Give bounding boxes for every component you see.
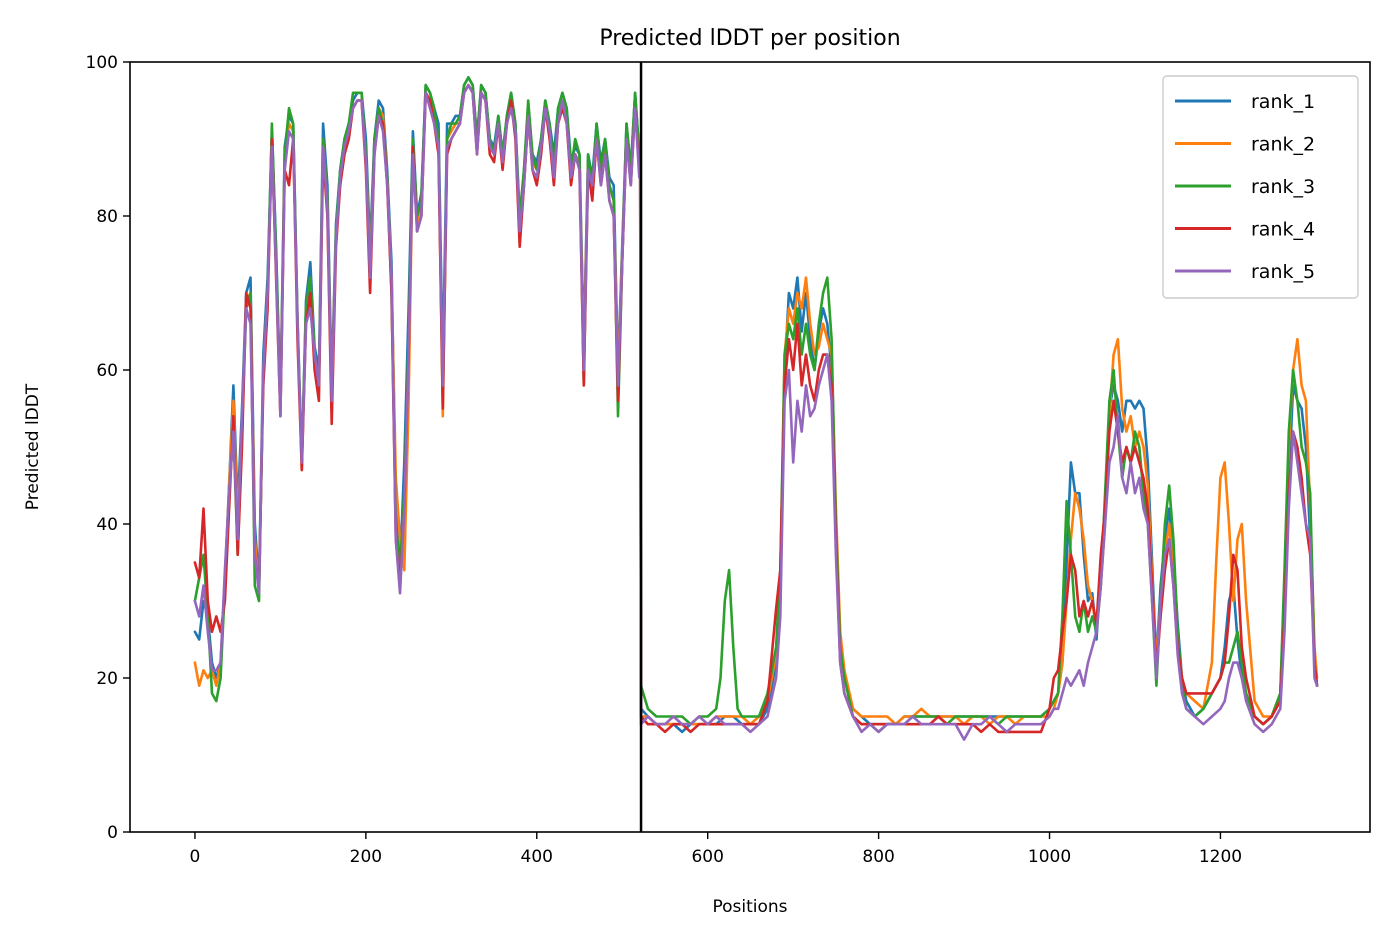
x-tick-label: 1200 [1199,847,1242,867]
x-axis-label: Positions [712,897,787,917]
x-tick-label: 200 [350,847,382,867]
x-tick-label: 400 [521,847,553,867]
chart-title: Predicted lDDT per position [599,26,900,51]
series-layer [193,76,1319,741]
x-tick-label: 600 [691,847,723,867]
y-axis-label: Predicted lDDT [23,383,43,510]
y-tick-label: 20 [96,669,118,689]
axes-layer: 0 200 400 600 800 1000 1200 0 20 40 60 80 100 [86,53,1243,867]
plot-frame [129,61,1371,833]
legend-label-rank_2: rank_2 [1251,134,1315,156]
y-tick-label: 40 [96,515,118,535]
y-tick-label: 80 [96,207,118,227]
x-tick-label: 800 [862,847,894,867]
series-line-rank_5 [193,83,1319,741]
legend: rank_1 rank_2 rank_3 rank_4 rank_5 [1162,75,1359,299]
legend-label-rank_4: rank_4 [1251,219,1315,241]
legend-label-rank_1: rank_1 [1251,91,1315,113]
y-tick-label: 60 [96,361,118,381]
y-tick-label: 0 [107,823,118,843]
legend-label-rank_5: rank_5 [1251,261,1315,283]
x-tick-label: 0 [190,847,201,867]
y-tick-label: 100 [86,53,118,73]
x-tick-label: 1000 [1028,847,1071,867]
legend-label-rank_3: rank_3 [1251,176,1315,198]
series-line-rank_4 [193,83,1319,734]
legend-box [1162,75,1359,299]
